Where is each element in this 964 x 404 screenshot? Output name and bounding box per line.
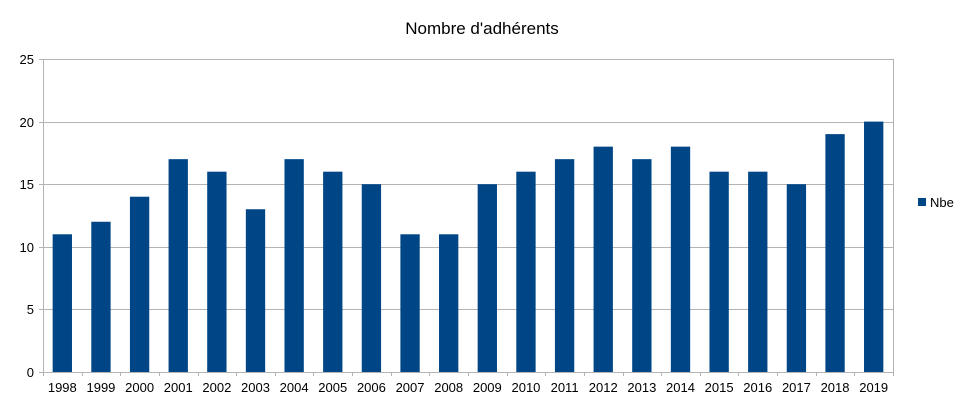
bar-2000 <box>129 196 150 372</box>
bar-2010 <box>516 171 536 372</box>
bar-2002 <box>207 171 227 372</box>
legend-swatch-nbe <box>918 198 926 206</box>
bar-2012 <box>593 146 613 372</box>
bar-1998 <box>52 234 72 372</box>
x-tick-label: 2010 <box>511 380 540 395</box>
x-tick-label: 2019 <box>859 380 888 395</box>
x-tick-label: 2006 <box>357 380 386 395</box>
bar-2005 <box>323 171 343 372</box>
x-tick-label: 2000 <box>125 380 154 395</box>
bar-2013 <box>632 159 652 372</box>
y-tick-label: 10 <box>20 240 34 255</box>
bar-2014 <box>670 146 691 372</box>
bar-2001 <box>168 159 188 372</box>
x-tick-label: 2002 <box>202 380 231 395</box>
bar-2011 <box>554 159 575 372</box>
x-tick-label: 2007 <box>396 380 425 395</box>
x-tick-label: 2005 <box>318 380 347 395</box>
bar-2007 <box>400 234 420 372</box>
legend: Nbe <box>918 195 954 210</box>
bar-2006 <box>361 184 382 372</box>
x-tick-label: 1998 <box>48 380 77 395</box>
x-tick-label: 2013 <box>627 380 656 395</box>
y-tick-label: 0 <box>27 365 34 380</box>
bar-2018 <box>825 134 845 372</box>
x-tick-label: 2018 <box>821 380 850 395</box>
x-tick-label: 2012 <box>589 380 618 395</box>
bar-2008 <box>439 234 459 372</box>
legend-label-nbe: Nbe <box>930 195 954 210</box>
bar-2015 <box>709 171 729 372</box>
x-tick-label: 2011 <box>551 380 579 395</box>
x-tick-label: 2017 <box>782 380 811 395</box>
bar-2004 <box>284 159 304 372</box>
axes: 0 5 10 15 20 25 1998 1999 2000 2001 2002 2003 2004 20… <box>20 52 894 395</box>
x-tick-label: 2016 <box>743 380 772 395</box>
x-tick-label: 2008 <box>434 380 463 395</box>
x-tick-label: 2009 <box>473 380 502 395</box>
x-tick-label: 2015 <box>705 380 734 395</box>
bar-2017 <box>786 184 807 372</box>
y-tick-label: 25 <box>20 52 34 67</box>
x-tick-label: 2004 <box>280 380 309 395</box>
x-tick-label: 2003 <box>241 380 270 395</box>
y-tick-label: 20 <box>20 115 34 130</box>
bar-2019 <box>864 121 884 372</box>
x-tick-label: 2001 <box>164 380 193 395</box>
y-tick-label: 15 <box>20 177 34 192</box>
bar-2016 <box>748 171 768 372</box>
y-tick-label: 5 <box>27 302 34 317</box>
bar-2003 <box>245 209 266 372</box>
bar-1999 <box>91 221 111 372</box>
chart-title: Nombre d'adhérents <box>405 19 559 38</box>
bar-2009 <box>477 184 497 372</box>
x-tick-label: 1999 <box>86 380 115 395</box>
x-tick-label: 2014 <box>666 380 695 395</box>
bars <box>52 121 884 372</box>
